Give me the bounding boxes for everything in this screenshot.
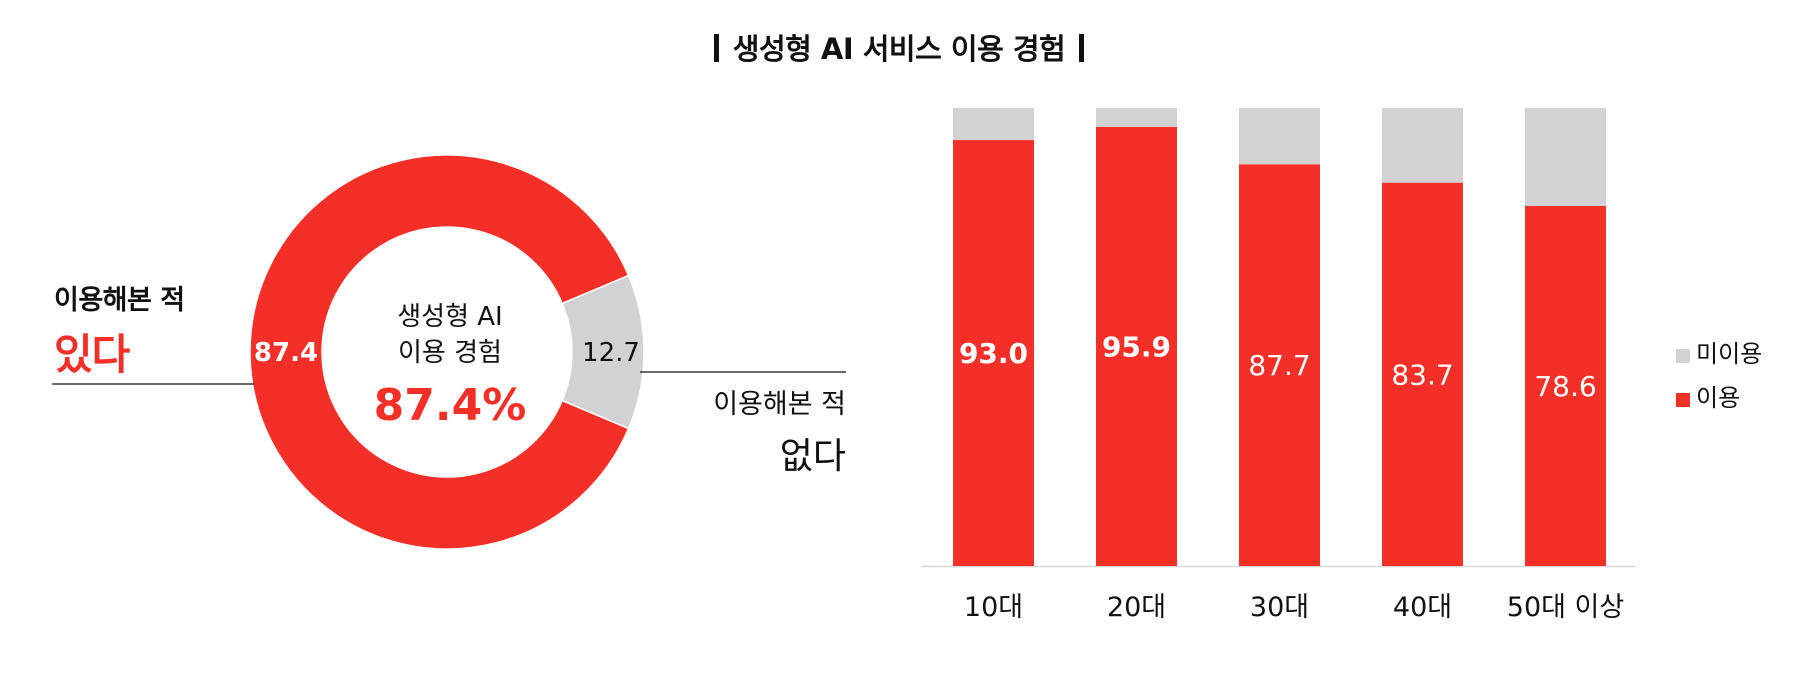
x-tick-label: 30대 [1250,592,1309,623]
bar-unused [1525,108,1606,207]
chart-title-text: 생성형 AI 서비스 이용 경험 [732,32,1066,66]
title-bar-left [713,34,719,62]
used-label: 이용해본 적 있다 [54,278,185,382]
bar-used [1096,126,1177,566]
legend-swatch-used [1676,393,1690,407]
donut-center-line2: 이용 경험 [398,338,502,368]
donut-value-label-used: 87.4 [254,338,318,368]
legend-label-unused: 미이용 [1696,340,1763,368]
legend-item-unused: 미이용 [1676,334,1762,369]
x-tick-label: 50대 이상 [1507,592,1624,623]
bar-used [953,140,1034,566]
unused-label: 이용해본 적 없다 [713,382,846,479]
chart-title: 생성형 AI 서비스 이용 경험 [0,26,1798,68]
used-label-big: 있다 [54,330,130,379]
bar-value-label: 83.7 [1391,358,1453,391]
bar-value-label: 95.9 [1102,330,1171,363]
used-label-small: 이용해본 적 [54,285,185,316]
unused-label-small: 이용해본 적 [713,389,846,420]
legend-label-used: 이용 [1696,384,1741,412]
bar-unused [1382,108,1463,183]
bar-unused [953,108,1034,141]
bar-used [1239,164,1320,567]
bar-unused [1239,108,1320,165]
bar-used [1382,182,1463,567]
legend-item-used: 이용 [1676,378,1740,413]
bar-value-label: 78.6 [1534,370,1596,403]
donut-slice-used [249,154,630,550]
donut-value-label-unused: 12.7 [582,338,640,368]
donut-slice-unused [561,274,645,430]
x-tick-label: 40대 [1393,592,1452,623]
title-bar-right [1079,34,1085,62]
donut-center-line1: 생성형 AI [397,302,503,332]
unused-label-big: 없다 [779,436,846,477]
donut-center-value: 87.4% [373,380,527,431]
bar-value-label: 87.7 [1248,349,1310,382]
bar-unused [1096,108,1177,127]
x-tick-label: 10대 [964,592,1023,623]
x-tick-label: 20대 [1107,592,1166,623]
legend-swatch-unused [1676,349,1690,363]
bar-used [1525,206,1606,566]
bar-value-label: 93.0 [959,337,1028,370]
